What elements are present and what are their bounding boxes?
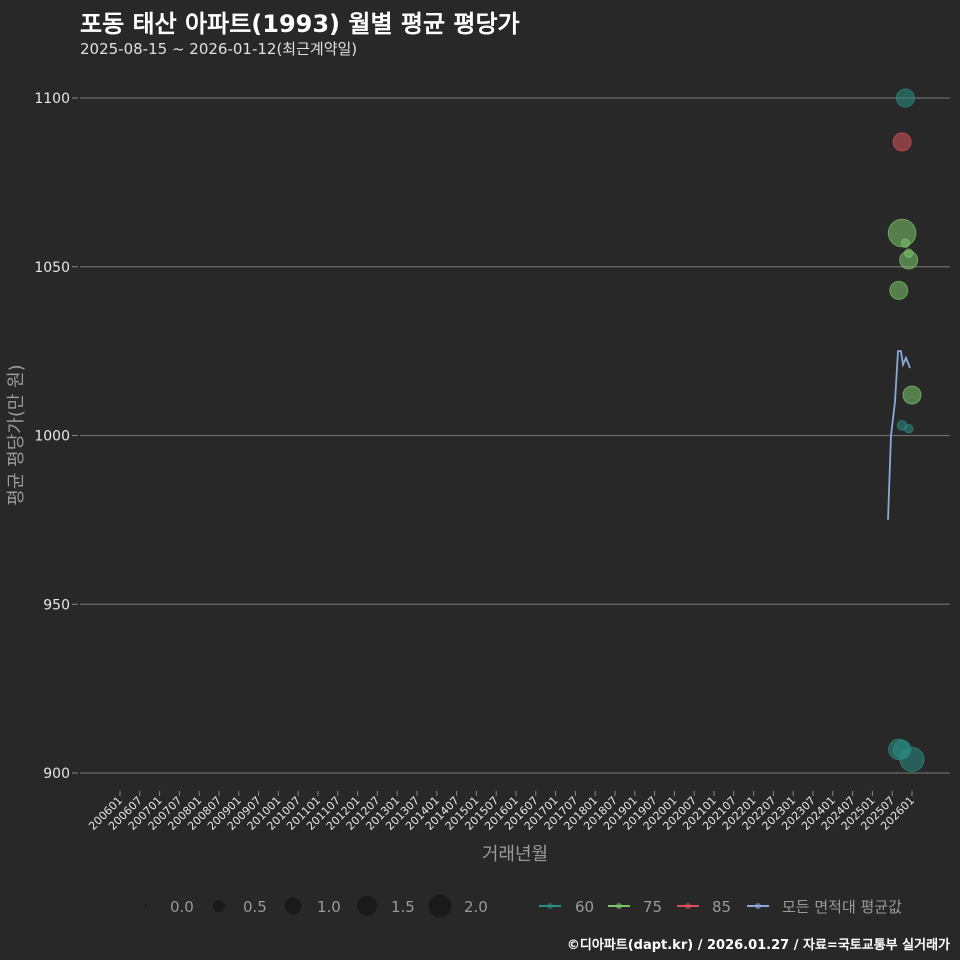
size-legend-label: 1.0 bbox=[317, 898, 341, 916]
size-legend-label: 0.0 bbox=[170, 898, 194, 916]
y-tick-label: 900 bbox=[43, 766, 70, 782]
size-legend-label: 0.5 bbox=[243, 898, 267, 916]
footer-credit: ©디아파트(dapt.kr) / 2026.01.27 / 자료=국토교통부 실… bbox=[566, 938, 950, 953]
y-axis-label: 평균 평당가(만 원) bbox=[6, 364, 27, 505]
point-area-60 bbox=[895, 88, 915, 108]
point-area-75 bbox=[889, 280, 909, 300]
size-legend-dot bbox=[144, 904, 148, 908]
y-tick-label: 950 bbox=[43, 597, 70, 613]
gridlines bbox=[80, 97, 950, 774]
color-legend-label: 60 bbox=[575, 898, 594, 916]
legend: 0.0 0.5 1.0 1.5 2.0 60 75 85 모든 면적대 평균값 bbox=[144, 894, 902, 918]
chart-title: 포동 태산 아파트(1993) 월별 평균 평당가 bbox=[80, 10, 520, 38]
point-area-75 bbox=[902, 385, 922, 405]
point-area-60 bbox=[904, 424, 914, 434]
chart-subtitle: 2025-08-15 ~ 2026-01-12(최근계약일) bbox=[80, 40, 358, 58]
all-area-average-line bbox=[887, 350, 911, 520]
color-legend-label: 85 bbox=[712, 898, 731, 916]
x-axis-label: 거래년월 bbox=[482, 844, 548, 865]
plot-series bbox=[887, 88, 925, 772]
size-legend-dot bbox=[428, 894, 452, 918]
point-area-75 bbox=[900, 238, 911, 248]
y-axis-ticks: 900 950 1000 1050 1100 bbox=[34, 91, 78, 782]
point-area-75 bbox=[887, 218, 917, 248]
size-legend-dot bbox=[213, 900, 225, 912]
size-legend-dot bbox=[357, 896, 377, 916]
color-legend-label: 75 bbox=[643, 898, 662, 916]
size-legend-label: 1.5 bbox=[391, 898, 415, 916]
y-tick-label: 1100 bbox=[34, 91, 70, 107]
y-tick-label: 1000 bbox=[34, 429, 70, 445]
point-area-75 bbox=[899, 250, 919, 270]
color-legend-label: 모든 면적대 평균값 bbox=[782, 898, 902, 916]
x-axis-ticks: 2006012006072007012007072008012008072009… bbox=[86, 791, 917, 833]
size-legend-label: 2.0 bbox=[464, 898, 488, 916]
point-area-60 bbox=[899, 747, 925, 772]
size-legend-dot bbox=[284, 897, 302, 915]
point-area-85 bbox=[892, 132, 912, 152]
y-tick-label: 1050 bbox=[34, 260, 70, 276]
